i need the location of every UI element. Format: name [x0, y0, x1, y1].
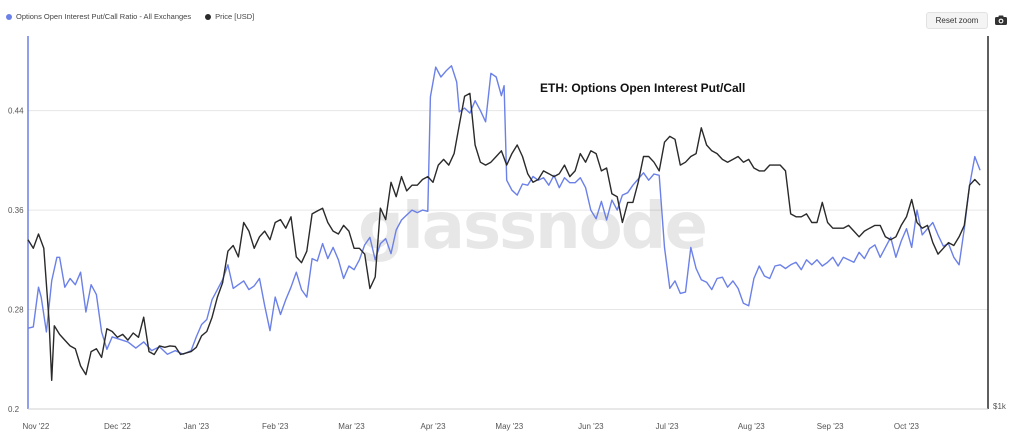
x-tick-label: Mar '23	[338, 422, 365, 431]
watermark-logo: glassnode	[358, 190, 706, 264]
y-right-tick-label: $1k	[993, 402, 1007, 411]
legend-label-price: Price [USD]	[215, 12, 255, 21]
y-tick-label: 0.2	[8, 405, 20, 414]
x-tick-label: Jun '23	[578, 422, 604, 431]
x-tick-label: Jul '23	[656, 422, 679, 431]
x-tick-label: Apr '23	[420, 422, 446, 431]
x-tick-label: Jan '23	[184, 422, 210, 431]
x-tick-label: Feb '23	[262, 422, 289, 431]
x-tick-label: May '23	[495, 422, 523, 431]
series-line-put-call-ratio	[27, 65, 981, 355]
y-tick-label: 0.28	[8, 306, 24, 315]
x-tick-label: Oct '23	[894, 422, 920, 431]
reset-zoom-button[interactable]: Reset zoom	[926, 12, 988, 29]
legend-item-price[interactable]: Price [USD]	[205, 12, 254, 21]
legend-item-put-call-ratio[interactable]: Options Open Interest Put/Call Ratio - A…	[6, 12, 191, 21]
grid-lines	[28, 110, 988, 311]
legend-marker-put-call	[6, 13, 12, 20]
x-tick-label: Nov '22	[22, 422, 49, 431]
chart-title: ETH: Options Open Interest Put/Call	[540, 81, 745, 95]
x-axis-labels: Nov '22 Dec '22 Jan '23 Feb '23 Mar '23 Apr '…	[22, 422, 919, 431]
y-tick-label: 0.36	[8, 206, 24, 215]
y-axis-right-labels: $1k	[993, 402, 1007, 411]
series-lines	[27, 65, 981, 381]
camera-icon[interactable]	[994, 13, 1008, 27]
legend-label-put-call: Options Open Interest Put/Call Ratio - A…	[16, 12, 192, 21]
series-line-price	[27, 92, 981, 381]
legend-marker-price	[205, 13, 212, 20]
x-tick-label: Aug '23	[738, 422, 765, 431]
y-tick-label: 0.44	[8, 107, 24, 116]
x-tick-label: Sep '23	[817, 422, 844, 431]
x-tick-label: Dec '22	[104, 422, 131, 431]
y-axis-left-labels: 0.2 0.28 0.36 0.44	[8, 107, 24, 414]
chart-legend: Options Open Interest Put/Call Ratio - A…	[6, 12, 254, 21]
